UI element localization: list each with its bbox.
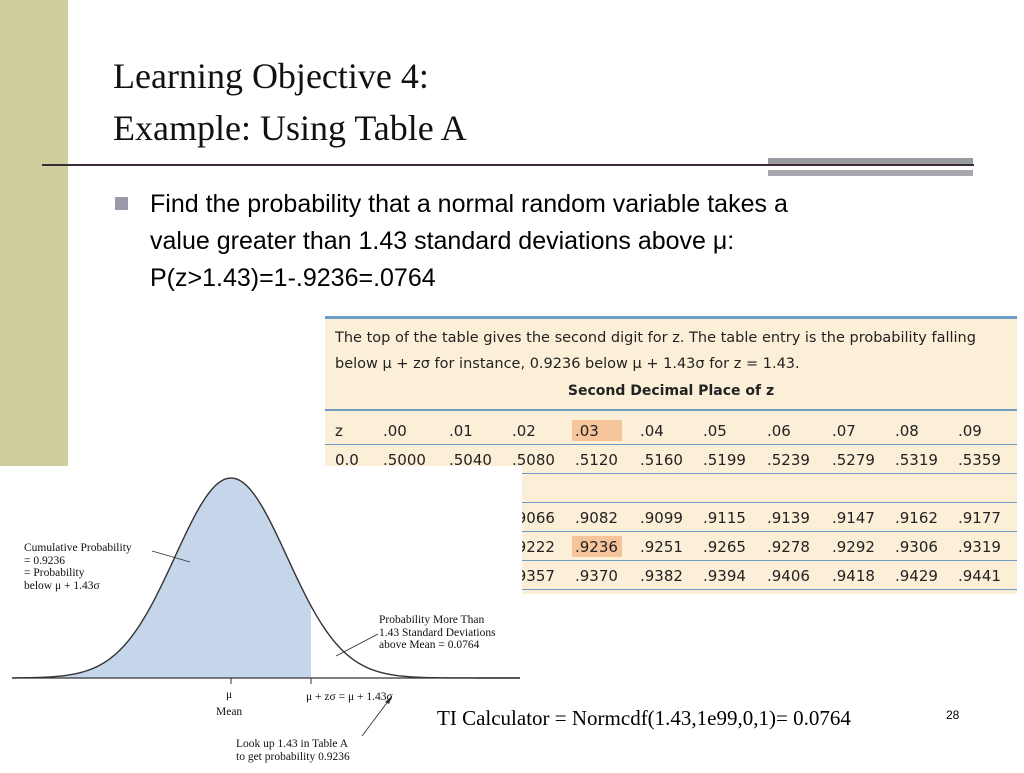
tail-label-line: 1.43 Standard Deviations	[379, 626, 496, 639]
probability-cell: .07	[832, 422, 856, 440]
probability-cell: .9278	[767, 538, 810, 556]
probability-cell: .00	[383, 422, 407, 440]
table-heading: Second Decimal Place of z	[567, 383, 775, 399]
highlight-cell	[572, 536, 622, 557]
lookup-label-line: to get probability 0.9236	[236, 750, 350, 763]
probability-cell: .9265	[703, 538, 746, 556]
table-rule	[325, 473, 1017, 474]
heading-underline	[325, 409, 1017, 411]
probability-cell: .01	[449, 422, 473, 440]
probability-cell: .05	[703, 422, 727, 440]
probability-cell: .02	[512, 422, 536, 440]
table-header-row: z .00 .01 .02 .03 .04 .05 .06 .07 .08 .09	[325, 417, 1017, 444]
page-number: 28	[946, 708, 960, 722]
table-caption: The top of the table gives the second di…	[335, 325, 1005, 377]
probability-cell: .5000	[383, 451, 426, 469]
probability-cell: .9115	[703, 509, 746, 527]
probability-cell: .9382	[640, 567, 683, 585]
probability-cell: .5040	[449, 451, 492, 469]
mean-word: Mean	[216, 706, 243, 718]
probability-cell: .5160	[640, 451, 683, 469]
table-rule	[325, 531, 1017, 532]
cumulative-label-line: Cumulative Probability	[24, 542, 132, 554]
lookup-arrowhead	[385, 696, 392, 704]
lookup-label-line: Look up 1.43 in Table A	[236, 738, 349, 750]
z-value-cell: z	[335, 422, 343, 440]
probability-cell: .9319	[958, 538, 1001, 556]
probability-cell: .9394	[703, 567, 746, 585]
title-line-2: Example: Using Table A	[113, 108, 467, 148]
probability-cell: .9236	[575, 538, 618, 556]
normal-curve-figure: Cumulative Probability = 0.9236 = Probab…	[0, 466, 522, 768]
table-rule	[325, 560, 1017, 561]
probability-cell: .5239	[767, 451, 810, 469]
probability-cell: .9418	[832, 567, 875, 585]
probability-cell: .06	[767, 422, 791, 440]
title-divider	[42, 164, 974, 166]
cumulative-label: Cumulative Probability = 0.9236 = Probab…	[24, 542, 132, 592]
probability-cell: .08	[895, 422, 919, 440]
probability-cell: .9099	[640, 509, 683, 527]
cumulative-label-line: = Probability	[24, 567, 85, 579]
probability-cell: .5199	[703, 451, 746, 469]
probability-cell: .9357	[512, 567, 555, 585]
probability-cell: .04	[640, 422, 664, 440]
probability-cell: .09	[958, 422, 982, 440]
highlight-cell	[572, 420, 622, 441]
probability-cell: .9306	[895, 538, 938, 556]
probability-cell: .9406	[767, 567, 810, 585]
mean-symbol: μ	[226, 689, 233, 701]
bullet-square-icon	[115, 197, 128, 210]
probability-cell: .9222	[512, 538, 555, 556]
bullet-line-2: value greater than 1.43 standard deviati…	[150, 227, 735, 255]
tail-pointer	[335, 633, 379, 657]
probability-cell: .5120	[575, 451, 618, 469]
probability-cell: .9066	[512, 509, 555, 527]
cumulative-label-line: = 0.9236	[24, 554, 65, 567]
probability-cell: .5279	[832, 451, 875, 469]
caption-line-1: The top of the table gives the second di…	[335, 330, 976, 346]
table-rule	[325, 444, 1017, 445]
probability-cell: .9082	[575, 509, 618, 527]
probability-cell: .9147	[832, 509, 875, 527]
z-value-cell: 0.0	[335, 451, 359, 469]
table-rule	[325, 589, 1017, 590]
probability-cell: .9177	[958, 509, 1001, 527]
cumulative-label-line: below μ + 1.43σ	[24, 579, 100, 592]
tail-label-line: Probability More Than	[379, 614, 485, 626]
table-row: 0.0 .5000 .5040 .5080 .5120 .5160 .5199 .5239 .5…	[325, 446, 1017, 473]
cumulative-pointer	[151, 550, 191, 563]
probability-cell: .03	[575, 422, 599, 440]
probability-cell: .9251	[640, 538, 683, 556]
slide-title: Learning Objective 4: Example: Using Tab…	[113, 50, 467, 154]
probability-cell: .9441	[958, 567, 1001, 585]
normal-curve-svg	[11, 477, 520, 737]
probability-cell: .5080	[512, 451, 555, 469]
title-line-1: Learning Objective 4:	[113, 56, 429, 96]
probability-cell: .9162	[895, 509, 938, 527]
ti-calculator-note: TI Calculator = Normcdf(1.43,1e99,0,1)= …	[437, 706, 851, 730]
table-rule	[325, 502, 1017, 503]
bullet-line-1: Find the probability that a normal rando…	[150, 190, 788, 218]
bullet-text: Find the probability that a normal rando…	[150, 186, 970, 297]
probability-cell: .9370	[575, 567, 618, 585]
tail-label: Probability More Than 1.43 Standard Devi…	[379, 614, 496, 652]
axis-mark-label: μ + zσ = μ + 1.43σ	[306, 691, 393, 703]
probability-cell: .9429	[895, 567, 938, 585]
probability-cell: .5359	[958, 451, 1001, 469]
cumulative-shaded-area	[12, 478, 311, 678]
lookup-label: Look up 1.43 in Table A to get probabili…	[236, 738, 350, 763]
probability-cell: .9292	[832, 538, 875, 556]
probability-cell: .9139	[767, 509, 810, 527]
divider-accent	[768, 158, 973, 178]
tail-label-line: above Mean = 0.0764	[379, 639, 480, 651]
caption-line-2: below μ + zσ for instance, 0.9236 below …	[335, 356, 800, 372]
bullet-line-3: P(z>1.43)=1-.9236=.0764	[150, 264, 436, 292]
probability-cell: .5319	[895, 451, 938, 469]
table-row: 1.3.9032.9049.9066.9082.9099.9115.9139.9…	[325, 504, 1017, 531]
